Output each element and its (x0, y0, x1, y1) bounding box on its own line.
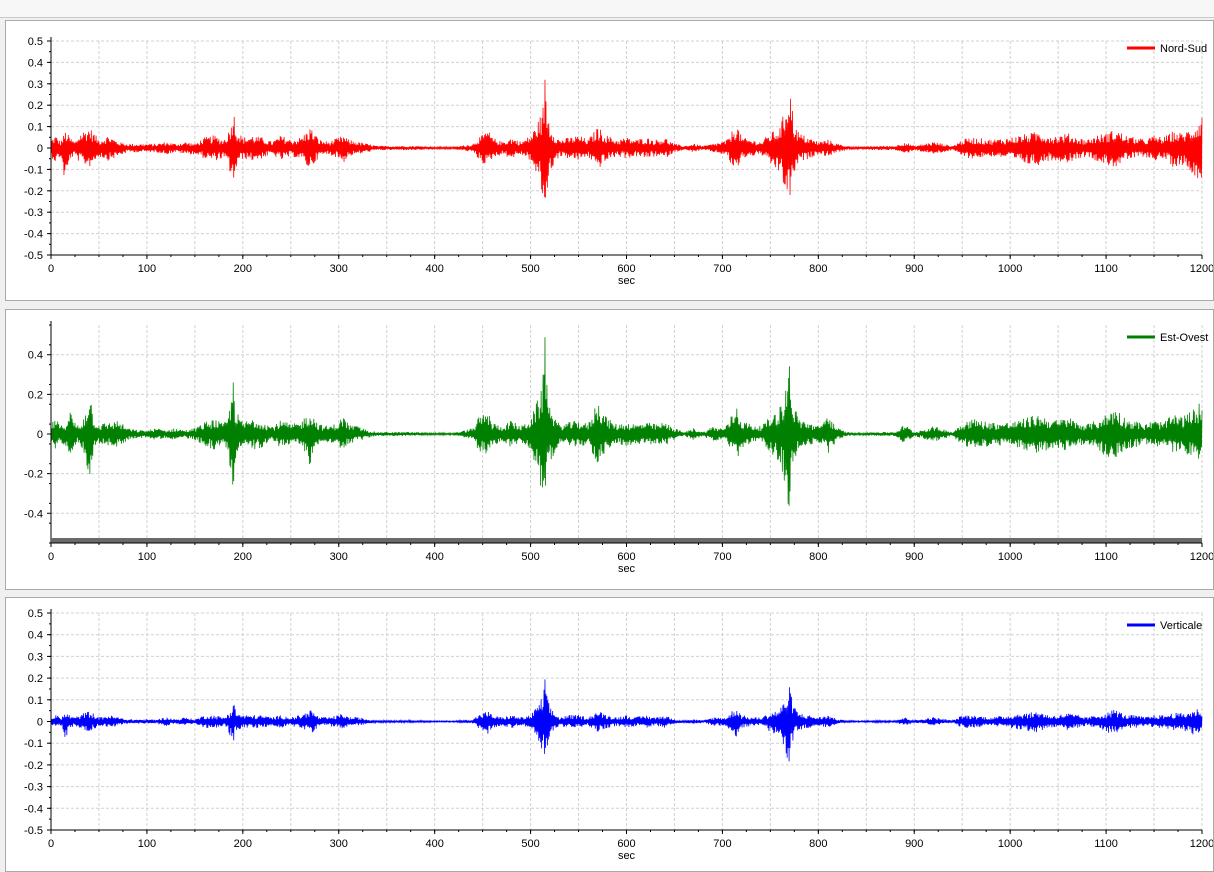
x-tick-label: 600 (617, 838, 635, 850)
x-tick-label: 1000 (998, 838, 1022, 850)
series-line-est-ovest (50, 337, 1203, 506)
x-tick-label: 500 (521, 551, 539, 563)
y-tick-label: -0.5 (24, 825, 43, 837)
chart-svg: 0.5 0.4 0.3 0.2 0.1 0 -0.1 -0.2 -0.3 -0.4 -0.5 0 100… (24, 36, 1214, 287)
x-axis-bar (51, 538, 1202, 543)
legend: Est-Ovest (1127, 332, 1208, 344)
y-tick-label: -0.1 (24, 164, 43, 176)
x-tick-label: 900 (905, 263, 923, 275)
x-tick-label: 600 (617, 263, 635, 275)
y-tick-label: 0.5 (28, 608, 43, 620)
y-tick-label: 0.4 (28, 630, 43, 642)
y-tick-label: 0.5 (28, 36, 43, 48)
y-tick-label: -0.3 (24, 207, 43, 219)
chart-panel-est-ovest: 0.4 0.2 0 -0.2 -0.4 0 100 200 300 400 500 600 700 800… (5, 309, 1214, 590)
y-tick-label: -0.4 (24, 508, 43, 520)
x-tick-label: 800 (809, 263, 827, 275)
y-tick-label: -0.5 (24, 250, 43, 262)
x-tick-label: 500 (521, 838, 539, 850)
y-ticks: 0.5 0.4 0.3 0.2 0.1 0 -0.1 -0.2 -0.3 -0.4 -0.5 (24, 36, 51, 262)
x-tick-label: 0 (48, 838, 54, 850)
y-tick-label: 0.1 (28, 122, 43, 134)
y-tick-label: 0 (37, 143, 43, 155)
x-tick-label: 900 (905, 838, 923, 850)
y-ticks: 0.4 0.2 0 -0.2 -0.4 (24, 324, 51, 544)
x-tick-label: 700 (713, 551, 731, 563)
x-tick-label: 1000 (998, 263, 1022, 275)
x-tick-label: 800 (809, 551, 827, 563)
x-tick-label: 1200 (1190, 551, 1214, 563)
legend: Nord-Sud (1127, 43, 1207, 55)
x-tick-label: 0 (48, 551, 54, 563)
y-tick-label: -0.3 (24, 782, 43, 794)
x-tick-label: 700 (713, 838, 731, 850)
y-tick-label: 0.2 (28, 673, 43, 685)
x-tick-label: 300 (330, 551, 348, 563)
y-tick-label: 0.2 (28, 389, 43, 401)
x-tick-label: 100 (138, 838, 156, 850)
grid (51, 325, 1203, 543)
x-tick-label: 1000 (998, 551, 1022, 563)
x-axis-label: sec (618, 275, 636, 287)
x-tick-label: 300 (330, 838, 348, 850)
legend-label: Est-Ovest (1160, 332, 1208, 344)
legend: Verticale (1127, 620, 1202, 632)
x-tick-label: 1100 (1094, 551, 1118, 563)
legend-label: Verticale (1160, 620, 1202, 632)
series-line-nord-sud (50, 79, 1203, 198)
y-tick-label: 0.2 (28, 100, 43, 112)
x-tick-label: 200 (234, 263, 252, 275)
x-axis-label: sec (618, 563, 636, 575)
y-tick-label: -0.2 (24, 469, 43, 481)
y-ticks: 0.5 0.4 0.3 0.2 0.1 0 -0.1 -0.2 -0.3 -0.4 -0.5 (24, 608, 51, 837)
x-axis-label: sec (618, 850, 636, 862)
x-tick-label: 1100 (1094, 838, 1118, 850)
x-tick-label: 1100 (1094, 263, 1118, 275)
x-tick-label: 600 (617, 551, 635, 563)
x-tick-label: 900 (905, 551, 923, 563)
y-tick-label: 0 (37, 717, 43, 729)
x-tick-label: 200 (234, 551, 252, 563)
x-tick-label: 400 (425, 263, 443, 275)
x-ticks: 0 100 200 300 400 500 600 700 800 900 1000 1100 1200 (48, 543, 1214, 563)
window-top-strip (0, 0, 1214, 18)
y-tick-label: 0.1 (28, 695, 43, 707)
x-tick-label: 100 (138, 551, 156, 563)
x-tick-label: 700 (713, 263, 731, 275)
y-tick-label: -0.4 (24, 229, 43, 241)
legend-label: Nord-Sud (1160, 43, 1207, 55)
x-tick-label: 400 (425, 551, 443, 563)
x-tick-label: 200 (234, 838, 252, 850)
y-tick-label: 0 (37, 429, 43, 441)
y-tick-label: -0.4 (24, 803, 43, 815)
x-tick-label: 300 (330, 263, 348, 275)
x-tick-label: 1200 (1190, 838, 1214, 850)
x-tick-label: 1200 (1190, 263, 1214, 275)
chart-svg: 0.5 0.4 0.3 0.2 0.1 0 -0.1 -0.2 -0.3 -0.4 -0.5 0 100… (24, 608, 1214, 862)
x-tick-label: 500 (521, 263, 539, 275)
x-ticks: 0 100 200 300 400 500 600 700 800 900 1000 1100 1200 (48, 255, 1214, 275)
y-tick-label: -0.1 (24, 738, 43, 750)
y-tick-label: -0.2 (24, 760, 43, 772)
y-tick-label: 0.4 (28, 57, 43, 69)
x-tick-label: 0 (48, 263, 54, 275)
chart-panel-nord-sud: 0.5 0.4 0.3 0.2 0.1 0 -0.1 -0.2 -0.3 -0.4 -0.5 0 100… (5, 20, 1214, 301)
x-tick-label: 400 (425, 838, 443, 850)
chart-panel-verticale: 0.5 0.4 0.3 0.2 0.1 0 -0.1 -0.2 -0.3 -0.4 -0.5 0 100… (5, 597, 1214, 872)
y-tick-label: 0.3 (28, 651, 43, 663)
y-tick-label: -0.2 (24, 186, 43, 198)
x-tick-label: 800 (809, 838, 827, 850)
series-line-verticale (50, 679, 1203, 762)
x-ticks: 0 100 200 300 400 500 600 700 800 900 1000 1100 1200 (48, 830, 1214, 850)
y-tick-label: 0.3 (28, 79, 43, 91)
x-tick-label: 100 (138, 263, 156, 275)
chart-svg: 0.4 0.2 0 -0.2 -0.4 0 100 200 300 400 500 600 700 800… (24, 321, 1214, 575)
y-tick-label: 0.4 (28, 350, 43, 362)
